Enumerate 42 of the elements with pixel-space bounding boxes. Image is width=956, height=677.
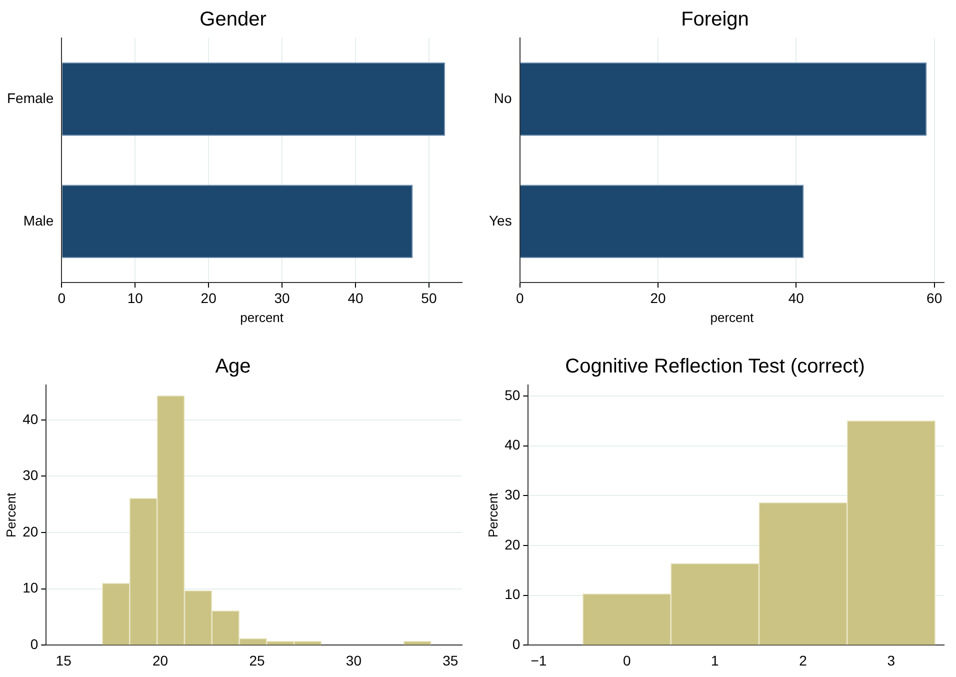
y-tick-label: Female [6,90,54,106]
y-axis-title: Percent [3,492,18,538]
x-tick-label: 0 [58,290,66,306]
x-tick-label: 25 [249,652,265,668]
y-tick-label: 20 [22,523,38,540]
y-tick-label: 10 [504,586,520,602]
chart-title: Gender [200,8,267,31]
y-tick-label: 30 [504,486,520,503]
x-tick-label: −1 [530,652,547,668]
x-tick-label: 40 [348,290,364,306]
chart-title: Foreign [681,8,749,31]
chart-title: Cognitive Reflection Test (correct) [565,356,865,378]
x-tick-label: 20 [152,652,168,668]
y-tick-label: Male [23,212,54,228]
y-tick-label: 0 [512,636,520,652]
x-axis-title: percent [710,310,754,325]
x-tick-label: 10 [127,290,144,306]
y-tick-label: 20 [504,536,520,552]
y-tick-label: 50 [504,386,520,403]
chart-title: Age [215,356,251,378]
y-tick-label: 40 [22,410,38,427]
y-tick-label: Yes [488,212,512,228]
x-tick-label: 20 [200,290,217,306]
x-tick-label: 2 [799,652,808,668]
x-tick-label: 30 [346,652,362,668]
y-tick-label: 30 [22,467,38,484]
x-tick-label: 60 [926,290,942,306]
x-tick-label: 1 [711,652,720,668]
y-tick-label: No [494,90,512,106]
x-tick-label: 50 [421,290,437,306]
y-axis-title: Percent [485,492,500,538]
y-tick-label: 40 [504,436,520,453]
x-axis-title: percent [240,310,284,325]
x-tick-label: 40 [788,290,804,306]
x-tick-label: 15 [56,652,72,668]
y-tick-label: 0 [30,636,38,652]
y-tick-label: 10 [22,580,38,596]
x-tick-label: 0 [622,652,631,668]
x-tick-label: 30 [274,290,290,306]
x-tick-label: 3 [887,652,896,668]
x-tick-label: 35 [442,652,458,668]
x-tick-label: 20 [650,290,666,306]
